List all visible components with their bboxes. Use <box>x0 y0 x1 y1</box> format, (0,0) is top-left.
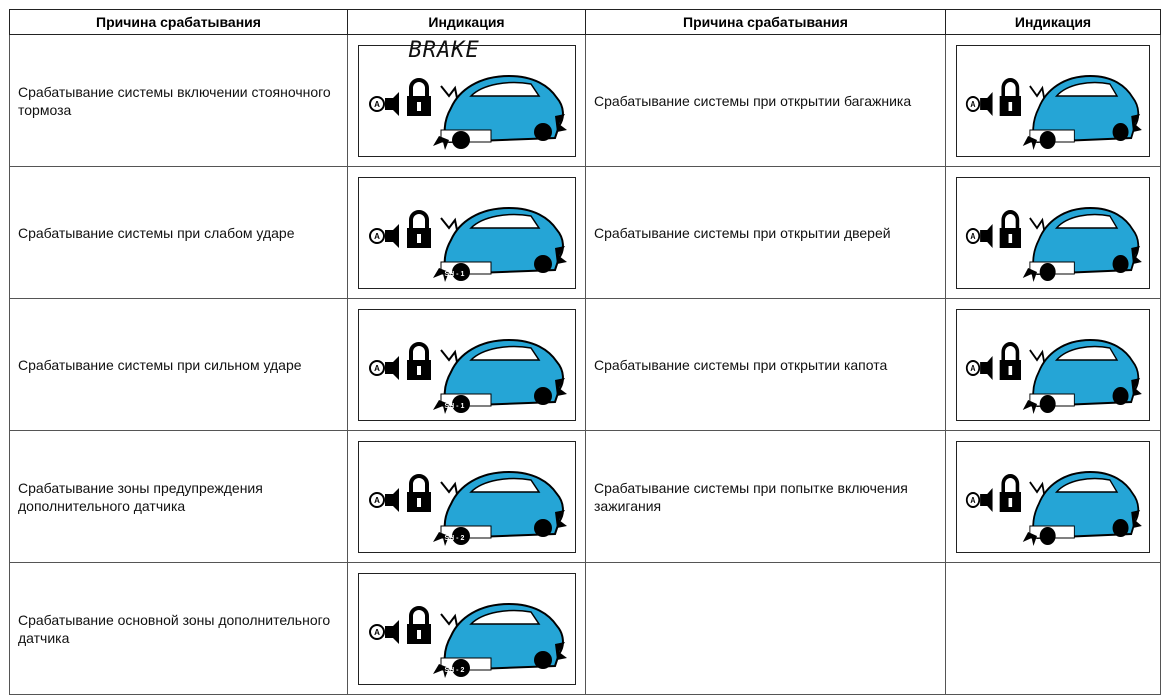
car-icon <box>957 178 1149 288</box>
indicator-cell: SH - 2 <box>347 430 586 563</box>
indicator-display: BRAKE <box>357 37 576 157</box>
plate-label: SH - 2 <box>444 666 465 674</box>
indicator-cell: SH - 1 <box>347 166 586 299</box>
cause-cell: Срабатывание системы при открытии капота <box>585 298 946 431</box>
plate-label: SH - 1 <box>444 402 465 410</box>
car-icon <box>359 574 575 684</box>
table-row: Срабатывание зоны предупреждения дополни… <box>9 430 1161 563</box>
car-icon <box>359 442 575 552</box>
indicator-display <box>956 440 1150 553</box>
cause-cell: Срабатывание зоны предупреждения дополни… <box>9 430 348 563</box>
cause-cell: Срабатывание системы при слабом ударе <box>9 166 348 299</box>
car-icon <box>359 178 575 288</box>
indicator-display: SH - 1 <box>357 308 576 421</box>
indicator-cell: SH - 2 <box>347 562 586 695</box>
cause-cell: Срабатывание системы при открытии багажн… <box>585 34 946 167</box>
cause-cell: Срабатывание системы при сильном ударе <box>9 298 348 431</box>
indicator-display <box>956 176 1150 289</box>
cause-cell: Срабатывание системы включении стояночно… <box>9 34 348 167</box>
indicator-display: SH - 1 <box>357 176 576 289</box>
indicator-cell <box>945 166 1161 299</box>
document: Причина срабатывания Индикация Причина сра… <box>9 9 1161 695</box>
header-cell: Индикация <box>945 9 1161 35</box>
plate-label: SH - 1 <box>444 270 465 278</box>
display-code: BRAKE <box>408 37 480 63</box>
table-body: Срабатывание системы включении стояночно… <box>9 34 1161 695</box>
car-icon <box>957 46 1149 156</box>
indicator-cell <box>945 430 1161 563</box>
indicator-cell <box>945 298 1161 431</box>
indicator-display <box>956 308 1150 421</box>
indicator-display: SH - 2 <box>357 572 576 685</box>
cause-cell: Срабатывание основной зоны дополнительно… <box>9 562 348 695</box>
plate-label: SH - 2 <box>444 534 465 542</box>
empty-cell <box>585 562 946 695</box>
car-icon <box>957 442 1149 552</box>
indicator-cell: BRAKE <box>347 34 586 167</box>
header-cell: Индикация <box>347 9 586 35</box>
alarm-table: Причина срабатывания Индикация Причина сра… <box>9 9 1161 695</box>
table-row: Срабатывание системы включении стояночно… <box>9 34 1161 167</box>
header-cell: Причина срабатывания <box>585 9 946 35</box>
cause-cell: Срабатывание системы при попытке включен… <box>585 430 946 563</box>
table-row: Срабатывание основной зоны дополнительно… <box>9 562 1161 695</box>
indicator-cell: SH - 1 <box>347 298 586 431</box>
header-row: Причина срабатывания Индикация Причина сра… <box>9 9 1161 35</box>
header-cell: Причина срабатывания <box>9 9 348 35</box>
car-icon <box>957 310 1149 420</box>
indicator-cell <box>945 34 1161 167</box>
table-row: Срабатывание системы при сильном ударе SH… <box>9 298 1161 431</box>
indicator-display <box>956 44 1150 157</box>
cause-cell: Срабатывание системы при открытии дверей <box>585 166 946 299</box>
car-icon <box>359 310 575 420</box>
indicator-display: SH - 2 <box>357 440 576 553</box>
empty-cell <box>945 562 1161 695</box>
table-row: Срабатывание системы при слабом ударе SH … <box>9 166 1161 299</box>
